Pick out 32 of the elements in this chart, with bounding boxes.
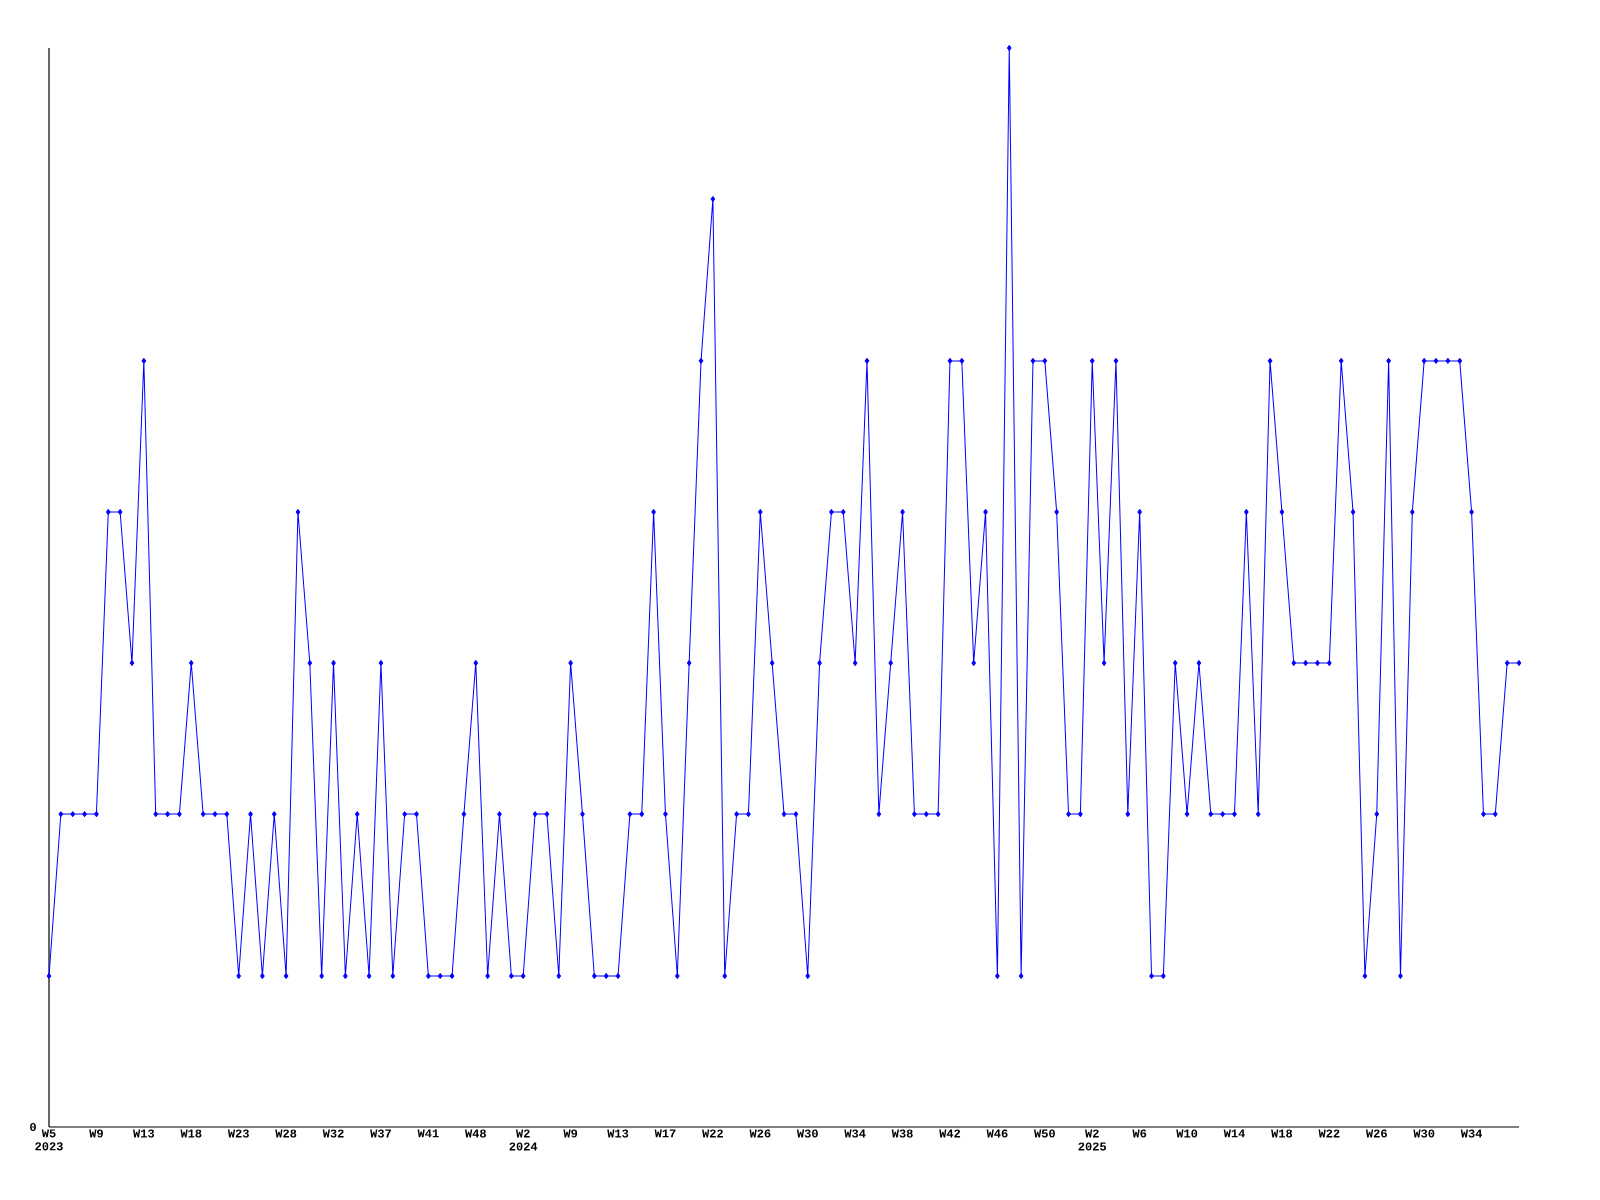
x-tick-label: W13 — [607, 1129, 629, 1138]
x-tick-label: W22 — [1318, 1129, 1340, 1138]
x-tick-label: W50 — [1034, 1129, 1055, 1138]
x-tick-label: W5 2023 — [35, 1129, 63, 1151]
x-tick-label: W46 — [986, 1129, 1008, 1138]
x-tick-label: W30 — [796, 1129, 818, 1138]
x-tick-label: W26 — [1365, 1129, 1387, 1138]
x-tick-label: W38 — [891, 1129, 913, 1138]
x-tick-label: W41 — [417, 1129, 439, 1138]
x-tick-label: W23 — [227, 1129, 249, 1138]
x-tick-label: W9 — [563, 1129, 578, 1138]
x-tick-label: W2 2025 — [1078, 1129, 1107, 1151]
x-tick-label: W26 — [749, 1129, 771, 1138]
x-tick-label: W17 — [654, 1129, 676, 1138]
x-tick-label: W18 — [1271, 1129, 1293, 1138]
x-tick-label: W48 — [464, 1129, 486, 1138]
text: 0 — [30, 1122, 36, 1132]
x-tick-label: W22 — [702, 1129, 723, 1138]
x-tick-label: W2 2024 — [509, 1129, 538, 1151]
x-tick-label: W37 — [370, 1129, 391, 1138]
x-tick-label: W34 — [1460, 1129, 1483, 1138]
x-tick-label: W34 — [844, 1129, 866, 1138]
x-tick-label: W14 — [1223, 1129, 1245, 1138]
x-tick-label: W6 — [1132, 1129, 1147, 1138]
x-tick-label: W18 — [180, 1129, 202, 1138]
x-tick-label: W28 — [275, 1129, 297, 1138]
x-tick-label: W10 — [1176, 1129, 1198, 1138]
x-tick-label: W9 — [89, 1129, 103, 1138]
x-tick-label: W30 — [1413, 1129, 1435, 1138]
x-tick-label: W42 — [939, 1129, 961, 1138]
x-tick-label: W13 — [133, 1129, 155, 1138]
x-tick-label: W32 — [322, 1129, 344, 1138]
